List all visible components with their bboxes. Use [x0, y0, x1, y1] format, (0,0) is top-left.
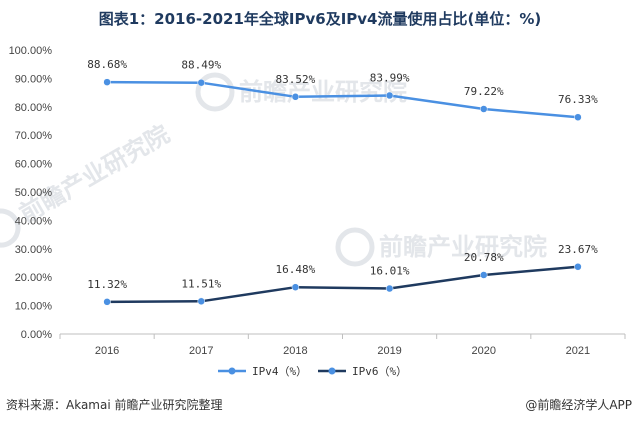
data-point — [291, 283, 300, 291]
y-tick-label: 90.00% — [15, 73, 53, 85]
chart-title: 图表1：2016-2021年全球IPv6及IPv4流量使用占比(单位：%) — [98, 10, 542, 28]
y-tick-label: 10.00% — [15, 301, 53, 313]
y-axis: 0.00% 10.00% 20.00% 30.00% 40.00% 50.00% 60.00… — [9, 45, 53, 341]
data-point — [574, 263, 582, 271]
y-tick-label: 80.00% — [15, 102, 53, 114]
y-tick-label: 30.00% — [15, 244, 53, 256]
data-label: 23.67% — [558, 243, 598, 256]
y-tick-label: 50.00% — [15, 187, 53, 199]
data-point — [103, 78, 111, 86]
data-point — [103, 298, 111, 306]
y-tick-label: 60.00% — [15, 159, 53, 171]
series-line-0 — [107, 80, 579, 119]
y-tick-label: 0.00% — [21, 329, 52, 341]
x-tick-label: 2019 — [377, 345, 401, 357]
legend: IPv4（%） IPv6（%） — [218, 365, 407, 378]
series-line-1 — [107, 265, 579, 304]
data-point — [385, 91, 394, 100]
data-point — [197, 297, 205, 306]
data-label: 83.99% — [370, 71, 410, 84]
watermark-logo — [195, 72, 235, 112]
data-label: 20.78% — [464, 251, 504, 264]
data-point — [197, 78, 205, 87]
data-point — [480, 105, 488, 113]
data-point — [574, 113, 582, 121]
watermark-logo — [0, 208, 21, 248]
data-point — [385, 284, 394, 293]
x-axis: 2016 2017 2018 2019 2020 2021 — [59, 333, 626, 357]
x-tick-label: 2018 — [283, 345, 307, 357]
data-label: 83.52% — [276, 73, 316, 86]
data-label: 16.48% — [276, 263, 316, 276]
data-label: 11.51% — [181, 277, 221, 290]
x-tick-label: 2020 — [472, 345, 496, 357]
data-label: 11.32% — [87, 278, 127, 291]
legend-label: IPv4（%） — [252, 365, 307, 378]
data-label: 16.01% — [370, 265, 410, 278]
data-label: 76.33% — [558, 93, 598, 106]
legend-swatch-marker — [228, 367, 236, 375]
credit-note: @前瞻经济学人APP — [525, 398, 632, 412]
data-label: 88.49% — [181, 59, 221, 72]
series-layer: 88.68% 88.49% 83.52% 83.99% 79.22% 76.33% 11.3… — [87, 58, 598, 306]
y-tick-label: 20.00% — [15, 272, 53, 284]
legend-label: IPv6（%） — [352, 365, 407, 378]
data-label: 88.68% — [87, 58, 127, 71]
data-point — [291, 93, 300, 101]
y-tick-label: 40.00% — [15, 215, 53, 227]
x-tick-label: 2021 — [566, 345, 590, 357]
source-note: 资料来源：Akamai 前瞻产业研究院整理 — [6, 398, 223, 412]
data-label: 79.22% — [464, 85, 504, 98]
x-tick-label: 2017 — [189, 345, 213, 357]
legend-swatch-marker — [328, 367, 336, 375]
x-tick-label: 2016 — [95, 345, 119, 357]
data-point — [480, 271, 488, 279]
watermark-2: 前瞻产业研究院 — [335, 227, 547, 267]
watermark-text: 前瞻产业研究院 — [379, 233, 547, 261]
watermark-logo — [335, 227, 375, 267]
y-tick-label: 70.00% — [15, 130, 53, 142]
y-tick-label: 100.00% — [9, 45, 53, 57]
